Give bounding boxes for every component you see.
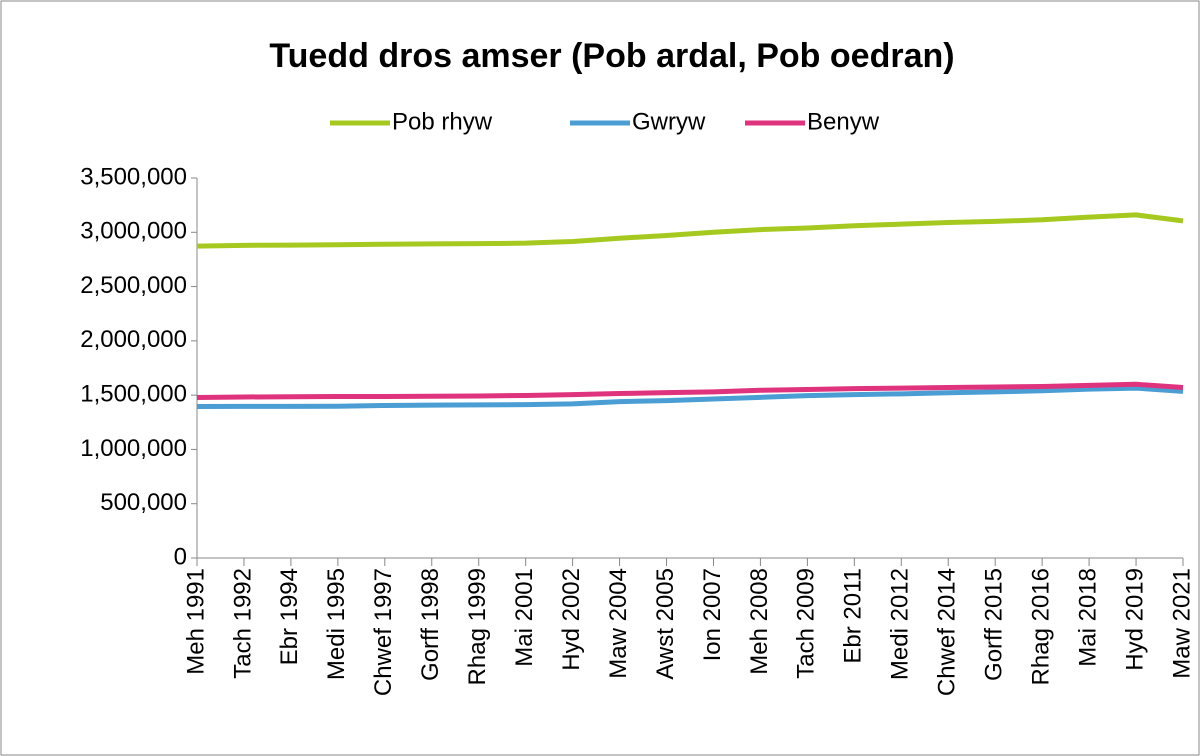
x-tick-label: Medi 1995: [323, 568, 350, 680]
series-line: [196, 381, 1184, 401]
y-tick-label: 2,000,000: [80, 326, 187, 353]
x-tick-label: Maw 2021: [1168, 568, 1195, 679]
y-tick-label: 3,500,000: [80, 163, 187, 190]
x-tick-label: Medi 2012: [887, 568, 914, 680]
legend-label: Benyw: [807, 108, 880, 135]
legend-label: Pob rhyw: [392, 108, 493, 135]
series-line: [196, 212, 1184, 249]
y-tick-label: 3,000,000: [80, 218, 187, 245]
x-tick-label: Hyd 2002: [558, 568, 585, 671]
y-tick-label: 1,500,000: [80, 380, 187, 407]
x-tick-label: Awst 2005: [652, 568, 679, 680]
series-line: [196, 385, 1184, 410]
x-tick-label: Tach 2009: [793, 568, 820, 679]
chart-title: Tuedd dros amser (Pob ardal, Pob oedran): [269, 37, 954, 75]
x-tick-label: Ebr 2011: [840, 568, 867, 664]
x-tick-label: Ion 2007: [699, 568, 726, 661]
x-tick-label: Gorff 2015: [981, 568, 1008, 681]
y-tick-label: 500,000: [100, 489, 187, 516]
y-tick-label: 0: [174, 543, 187, 570]
x-tick-label: Meh 1991: [182, 568, 209, 675]
x-tick-label: Meh 2008: [746, 568, 773, 675]
x-tick-label: Tach 1992: [229, 568, 256, 679]
x-tick-label: Maw 2004: [605, 568, 632, 679]
y-tick-label: 2,500,000: [80, 272, 187, 299]
x-tick-label: Hyd 2019: [1121, 568, 1148, 671]
x-tick-label: Rhag 1999: [464, 568, 491, 685]
x-tick-label: Chwef 1997: [370, 568, 397, 696]
x-tick-label: Mai 2001: [511, 568, 538, 667]
x-tick-label: Rhag 2016: [1027, 568, 1054, 685]
x-tick-label: Mai 2018: [1074, 568, 1101, 667]
x-tick-label: Chwef 2014: [934, 568, 961, 696]
legend-label: Gwryw: [632, 108, 706, 135]
y-tick-label: 1,000,000: [80, 435, 187, 462]
x-tick-label: Ebr 1994: [276, 568, 303, 665]
x-tick-label: Gorff 1998: [417, 568, 444, 681]
